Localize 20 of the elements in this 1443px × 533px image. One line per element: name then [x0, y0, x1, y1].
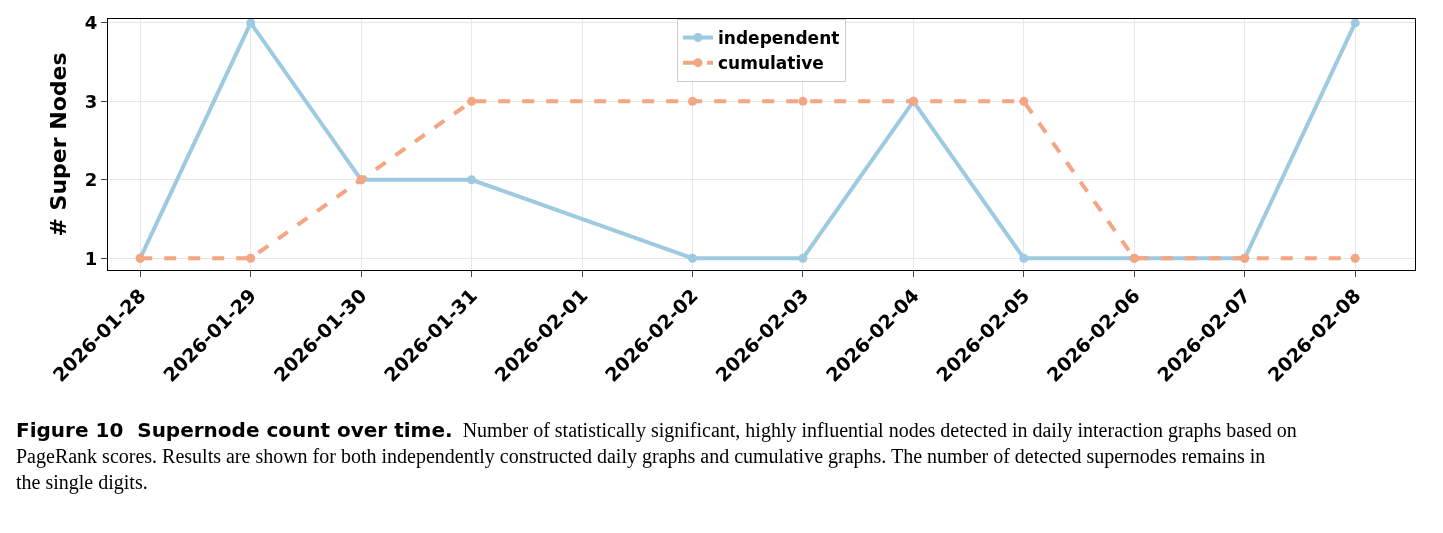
point — [246, 253, 256, 263]
point — [1019, 253, 1029, 263]
y-tick-label: 3 — [84, 90, 98, 112]
legend-label: cumulative — [718, 53, 824, 74]
point — [1350, 253, 1360, 263]
point — [1350, 19, 1360, 28]
y-tick-label: 4 — [84, 12, 98, 34]
legend-label: independent — [718, 28, 840, 49]
caption: Figure 10 Supernode count over time. — [16, 418, 453, 442]
point — [467, 96, 477, 106]
point — [467, 175, 477, 185]
point — [687, 96, 697, 106]
point — [798, 253, 808, 263]
y-tick-label: 1 — [84, 247, 98, 269]
point — [246, 19, 256, 28]
point — [1019, 96, 1029, 106]
point — [798, 96, 808, 106]
point — [687, 253, 697, 263]
y-axis-title: # Super Nodes — [45, 52, 71, 237]
y-tick-label: 2 — [84, 169, 98, 191]
